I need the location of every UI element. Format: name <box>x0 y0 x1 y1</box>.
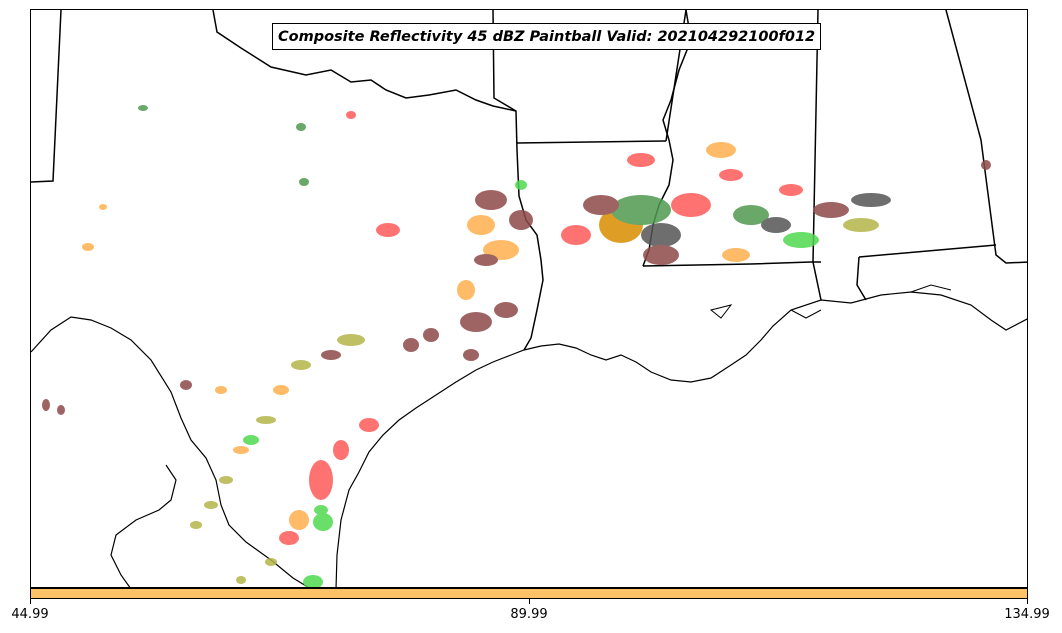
storm-cell <box>180 380 192 390</box>
storm-cell <box>42 399 50 411</box>
storm-cell <box>475 190 507 210</box>
storm-cell <box>236 576 246 584</box>
map-panel: Composite Reflectivity 45 dBZ Paintball … <box>30 9 1028 588</box>
storm-cell <box>843 218 879 232</box>
colorbar-tick <box>30 599 31 604</box>
storm-cell <box>265 558 277 566</box>
storm-cell <box>403 338 419 352</box>
storm-cell <box>273 385 289 395</box>
storm-cell <box>346 111 356 119</box>
storm-cell <box>761 217 791 233</box>
colorbar <box>30 588 1028 599</box>
storm-cell <box>376 223 400 237</box>
storm-cell <box>423 328 439 342</box>
storm-cell <box>313 513 333 531</box>
storm-cell <box>627 153 655 167</box>
colorbar-tick-label: 134.99 <box>1004 607 1050 622</box>
storm-cell <box>82 243 94 251</box>
storm-cell <box>641 223 681 247</box>
storm-cell <box>291 360 311 370</box>
storm-cell <box>643 245 679 265</box>
storm-cell <box>321 350 341 360</box>
storm-cell <box>611 195 671 225</box>
storm-cell <box>215 386 227 394</box>
storm-cell <box>256 416 276 424</box>
storm-cell <box>722 248 750 262</box>
storm-cell <box>457 280 475 300</box>
islands <box>709 284 952 319</box>
storm-cell <box>706 142 736 158</box>
storm-cell <box>303 575 323 587</box>
storm-cell <box>309 460 333 500</box>
storm-cell <box>296 123 306 131</box>
storm-cell <box>138 105 148 111</box>
storm-cell <box>359 418 379 432</box>
storm-cell <box>57 405 65 415</box>
storm-cell <box>289 510 309 530</box>
storm-cell <box>337 334 365 346</box>
storm-cell <box>333 440 349 460</box>
colorbar-tick-label: 44.99 <box>11 607 49 622</box>
storm-cell <box>299 178 309 186</box>
storm-cell <box>99 204 107 210</box>
storm-cell <box>279 531 299 545</box>
colorbar-tick <box>529 599 530 604</box>
storm-cell <box>204 501 218 509</box>
storm-cell <box>561 225 591 245</box>
colorbar-tick-label: 89.99 <box>510 607 548 622</box>
colorbar-tick <box>1027 599 1028 604</box>
storm-cell <box>494 302 518 318</box>
storm-cell <box>190 521 202 529</box>
storm-cell <box>314 505 328 515</box>
map-title: Composite Reflectivity 45 dBZ Paintball … <box>272 23 822 50</box>
storm-cell <box>463 349 479 361</box>
storm-cell <box>719 169 743 181</box>
storm-cell <box>509 210 533 230</box>
storm-cell <box>733 205 769 225</box>
map-canvas <box>31 10 1027 587</box>
storm-cell <box>243 435 259 445</box>
storm-cell <box>233 446 249 454</box>
storm-cell <box>474 254 498 266</box>
storm-cell <box>981 160 991 170</box>
storm-cell <box>460 312 492 332</box>
state-borders <box>31 10 1027 351</box>
storm-cell <box>671 193 711 217</box>
storm-cell <box>779 184 803 196</box>
coastline <box>31 291 1027 587</box>
storm-cell <box>583 195 619 215</box>
storm-cell <box>219 476 233 484</box>
storm-cell <box>467 215 495 235</box>
storm-cell <box>813 202 849 218</box>
storm-cell <box>515 180 527 190</box>
reflectivity-blobs <box>42 105 991 587</box>
storm-cell <box>783 232 819 248</box>
storm-cell <box>851 193 891 207</box>
